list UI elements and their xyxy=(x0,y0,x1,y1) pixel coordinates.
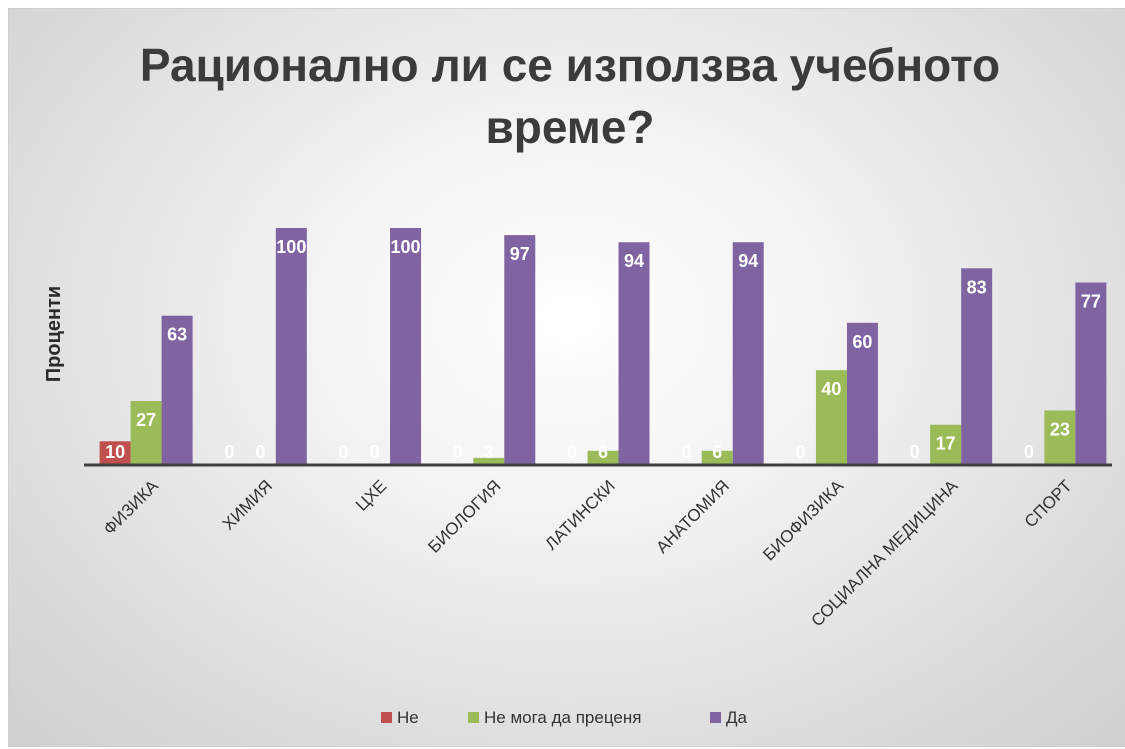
data-label-3-0: 0 xyxy=(453,442,463,462)
data-label-3-1: 3 xyxy=(484,442,494,462)
legend: Не Не мога да преценя Да xyxy=(381,708,748,727)
bar-7-2 xyxy=(961,268,992,465)
data-label-6-0: 0 xyxy=(795,442,805,462)
data-label-7-0: 0 xyxy=(910,442,920,462)
data-label-8-1: 23 xyxy=(1050,419,1070,439)
legend-swatch-0 xyxy=(381,712,392,723)
bar-2-2 xyxy=(390,228,421,465)
bar-chart: Рационално ли се използва учебното време… xyxy=(9,9,1125,748)
data-label-8-2: 77 xyxy=(1081,292,1101,312)
bar-4-2 xyxy=(619,242,650,465)
data-label-1-0: 0 xyxy=(224,442,234,462)
chart-title-line-2: време? xyxy=(485,101,654,153)
data-label-0-0: 10 xyxy=(105,442,125,462)
data-label-4-0: 0 xyxy=(567,442,577,462)
legend-label-2: Да xyxy=(726,708,748,727)
data-label-4-1: 6 xyxy=(598,442,608,462)
chart-title-line-1: Рационално ли се използва учебното xyxy=(140,39,1000,91)
category-label-8: СПОРТ xyxy=(1021,476,1076,531)
category-label-5: АНАТОМИЯ xyxy=(652,476,733,557)
chart-area: Рационално ли се използва учебното време… xyxy=(8,8,1125,747)
data-label-0-2: 63 xyxy=(167,325,187,345)
category-label-2: ЦХЕ xyxy=(352,476,390,514)
category-label-6: БИОФИЗИКА xyxy=(759,476,847,564)
data-label-5-2: 94 xyxy=(738,251,758,271)
category-label-0: ФИЗИКА xyxy=(100,476,163,539)
category-label-3: БИОЛОГИЯ xyxy=(424,476,504,556)
data-label-1-2: 100 xyxy=(276,237,306,257)
data-label-2-0: 0 xyxy=(339,442,349,462)
data-label-8-0: 0 xyxy=(1024,442,1034,462)
data-label-7-1: 17 xyxy=(936,434,956,454)
bar-1-2 xyxy=(276,228,307,465)
data-label-6-2: 60 xyxy=(852,332,872,352)
bar-5-2 xyxy=(733,242,764,465)
data-label-5-1: 6 xyxy=(712,442,722,462)
y-axis-title: Проценти xyxy=(43,286,65,382)
category-label-4: ЛАТИНСКИ xyxy=(541,476,618,553)
data-label-2-1: 0 xyxy=(370,442,380,462)
data-label-5-0: 0 xyxy=(681,442,691,462)
data-label-3-2: 97 xyxy=(510,244,530,264)
bar-3-2 xyxy=(504,235,535,465)
data-label-0-1: 27 xyxy=(136,410,156,430)
data-label-6-1: 40 xyxy=(821,379,841,399)
category-label-1: ХИМИЯ xyxy=(219,476,276,533)
data-label-2-2: 100 xyxy=(391,237,421,257)
legend-label-1: Не мога да преценя xyxy=(484,708,641,727)
data-label-4-2: 94 xyxy=(624,251,644,271)
legend-swatch-1 xyxy=(468,712,479,723)
data-label-1-1: 0 xyxy=(255,442,265,462)
legend-swatch-2 xyxy=(710,712,721,723)
legend-label-0: Не xyxy=(397,708,419,727)
data-label-7-2: 83 xyxy=(967,277,987,297)
